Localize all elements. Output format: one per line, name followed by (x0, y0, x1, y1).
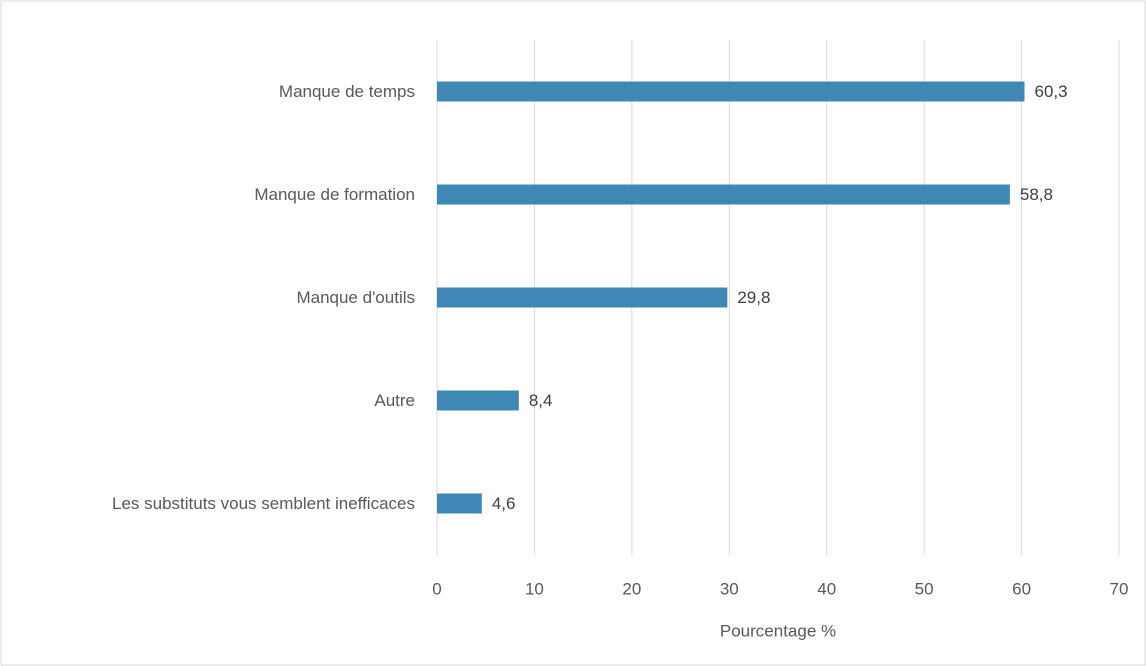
x-tick-label: 50 (915, 579, 934, 598)
y-tick-label: Autre (374, 391, 415, 410)
x-tick-label: 0 (432, 579, 441, 598)
data-label: 8,4 (529, 391, 553, 410)
bar (437, 287, 728, 308)
bar (437, 184, 1010, 205)
x-tick-label: 60 (1012, 579, 1031, 598)
data-label: 60,3 (1034, 82, 1067, 101)
y-tick-label: Manque d'outils (296, 288, 415, 307)
x-tick-label: 10 (525, 579, 544, 598)
x-tick-label: 70 (1110, 579, 1129, 598)
bar (437, 493, 482, 514)
data-label: 58,8 (1020, 185, 1053, 204)
x-tick-label: 20 (622, 579, 641, 598)
x-axis-title: Pourcentage % (720, 621, 836, 640)
data-label: 4,6 (492, 494, 516, 513)
x-tick-label: 30 (720, 579, 739, 598)
y-tick-label: Les substituts vous semblent inefficaces (112, 494, 415, 513)
bar (437, 81, 1025, 102)
y-tick-label: Manque de formation (254, 185, 415, 204)
data-label: 29,8 (737, 288, 770, 307)
x-tick-label: 40 (817, 579, 836, 598)
bar (437, 390, 519, 411)
y-tick-label: Manque de temps (279, 82, 415, 101)
